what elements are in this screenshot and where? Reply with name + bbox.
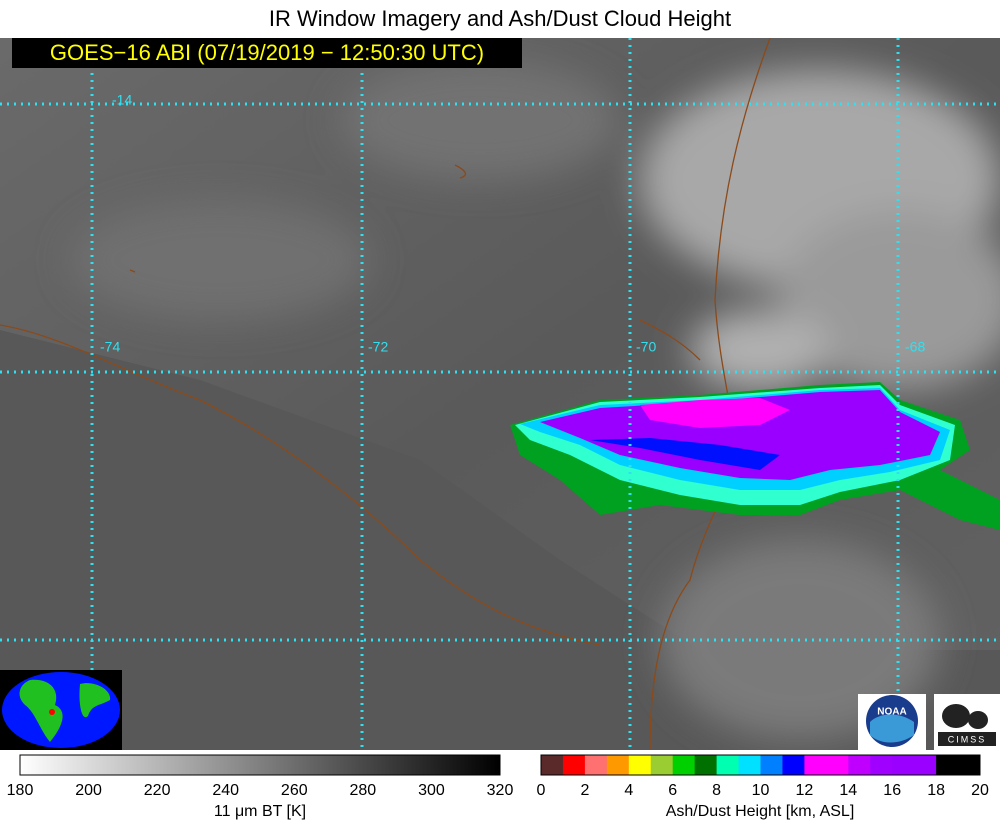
colorbar-tick-label: 18: [927, 782, 945, 799]
colorbar-tick-label: 6: [668, 782, 677, 799]
colorbar-tick-label: 280: [350, 782, 377, 799]
colorbar-segment: [848, 755, 871, 775]
longitude-label: -70: [636, 339, 656, 355]
grid-labels: -14 -74 -72 -70 -68: [100, 92, 925, 355]
colorbar-tick-label: 200: [75, 782, 102, 799]
colorbar-tick-label: 2: [580, 782, 589, 799]
colorbar-tick-label: 4: [624, 782, 633, 799]
ocean: [0, 330, 1000, 750]
colorbar-label: Ash/Dust Height [km, ASL]: [666, 803, 855, 820]
colorbar-segment: [694, 755, 718, 775]
colorbar-segment: [716, 755, 740, 775]
noaa-logo: NOAA: [858, 694, 926, 750]
colorbar-tick-label: 0: [537, 782, 546, 799]
colorbar-segment: [606, 755, 630, 775]
colorbar-tick-label: 14: [839, 782, 857, 799]
longitude-label: -68: [905, 339, 925, 355]
colorbar-frame: [540, 754, 981, 776]
longitude-label: -72: [368, 339, 388, 355]
colorbar-tick-label: 16: [883, 782, 901, 799]
colorbars: 180 200 220 240 260 280 300 320 11 μm BT [K] 0 2 4 6…: [7, 754, 989, 820]
colorbar-segment: [826, 755, 849, 775]
colorbar-tick-label: 180: [7, 782, 34, 799]
subtitle-box: [12, 38, 522, 68]
colorbar-tick-label: 300: [418, 782, 445, 799]
coastline: [0, 324, 601, 646]
colorbar-segment: [650, 755, 674, 775]
colorbar-tick-label: 240: [212, 782, 239, 799]
colorbar-segment: [628, 755, 652, 775]
colorbar-tick-label: 20: [971, 782, 989, 799]
logo-label: CIMSS: [948, 734, 987, 744]
colorbar-tick-label: 260: [281, 782, 308, 799]
colorbar-segment: [958, 755, 981, 775]
colorbar-tick-label: 220: [144, 782, 171, 799]
colorbar-segment: [738, 755, 761, 775]
grid: [0, 38, 1000, 750]
map: -14 -74 -72 -70 -68: [0, 38, 1000, 750]
colorbar-tick-label: 12: [796, 782, 814, 799]
colorbar-segment: [562, 755, 586, 775]
colorbar-segment: [870, 755, 893, 775]
colorbar-segment: [936, 755, 959, 775]
colorbar-segment: [541, 755, 564, 775]
lake-outline: [129, 164, 701, 361]
colorbar-segment: [892, 755, 915, 775]
logo-label: NOAA: [877, 707, 906, 718]
colorbar-tick-label: 320: [487, 782, 514, 799]
colorbar-segment: [804, 755, 827, 775]
globe-inset: [0, 670, 122, 750]
latitude-label: -14: [112, 92, 132, 108]
colorbar-segment: [760, 755, 783, 775]
colorbar-tick-label: 10: [752, 782, 770, 799]
cimss-logo: CIMSS: [934, 694, 1000, 750]
longitude-label: -74: [100, 339, 120, 355]
colorbar-label: 11 μm BT [K]: [214, 803, 306, 820]
colorbar-tick-label: 8: [712, 782, 721, 799]
colorbar: [19, 754, 501, 776]
colorbar-segment: [782, 755, 805, 775]
colorbar-segment: [914, 755, 937, 775]
subtitle: GOES−16 ABI (07/19/2019 − 12:50:30 UTC): [50, 40, 484, 65]
title: IR Window Imagery and Ash/Dust Cloud Hei…: [269, 6, 731, 31]
ash-plume: [510, 382, 1000, 530]
colorbar-segment: [584, 755, 608, 775]
colorbar-segment: [672, 755, 696, 775]
